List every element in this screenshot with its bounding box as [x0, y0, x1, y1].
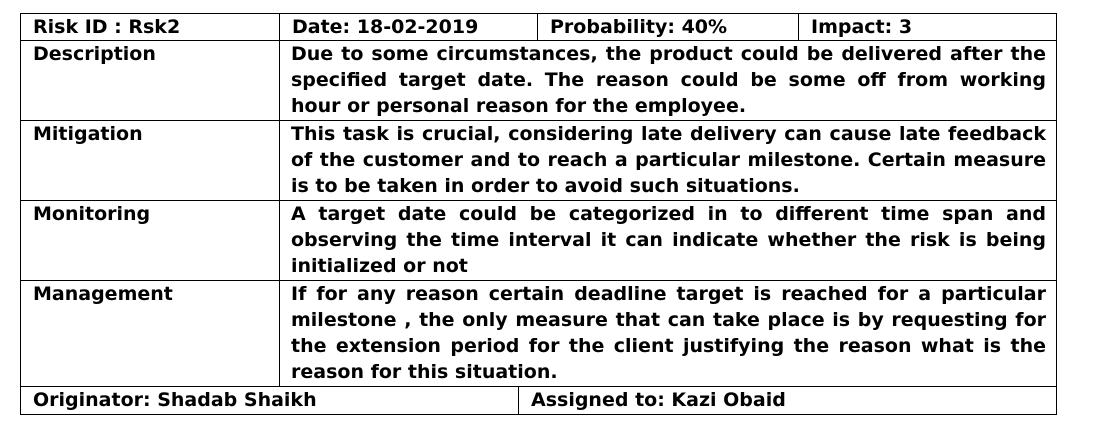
mitigation-row: Mitigation This task is crucial, conside… — [21, 121, 1056, 201]
originator-cell: Originator: Shadab Shaikh — [21, 387, 519, 414]
monitoring-row: Monitoring A target date could be catego… — [21, 201, 1056, 281]
impact-cell: Impact: 3 — [811, 16, 913, 38]
risk-table: Risk ID : Rsk2 Date: 18-02-2019 Probabil… — [20, 13, 1057, 415]
management-text: If for any reason certain deadline targe… — [291, 283, 1046, 383]
assigned-cell: Assigned to: Kazi Obaid — [531, 389, 786, 411]
management-row: Management If for any reason certain dea… — [21, 281, 1056, 387]
footer-row: Originator: Shadab Shaikh Assigned to: K… — [21, 387, 1056, 414]
mitigation-label: Mitigation — [21, 121, 280, 200]
description-label: Description — [21, 41, 280, 120]
probability-cell: Probability: 40% — [538, 14, 799, 40]
monitoring-label: Monitoring — [21, 201, 280, 280]
date-cell: Date: 18-02-2019 — [280, 14, 538, 40]
description-text: Due to some circumstances, the product c… — [291, 43, 1046, 117]
risk-id-cell: Risk ID : Rsk2 — [21, 14, 280, 40]
description-row: Description Due to some circumstances, t… — [21, 41, 1056, 121]
monitoring-text: A target date could be categorized in to… — [291, 203, 1046, 277]
header-row: Risk ID : Rsk2 Date: 18-02-2019 Probabil… — [21, 14, 1056, 41]
management-label: Management — [21, 281, 280, 386]
mitigation-text: This task is crucial, considering late d… — [291, 123, 1046, 197]
